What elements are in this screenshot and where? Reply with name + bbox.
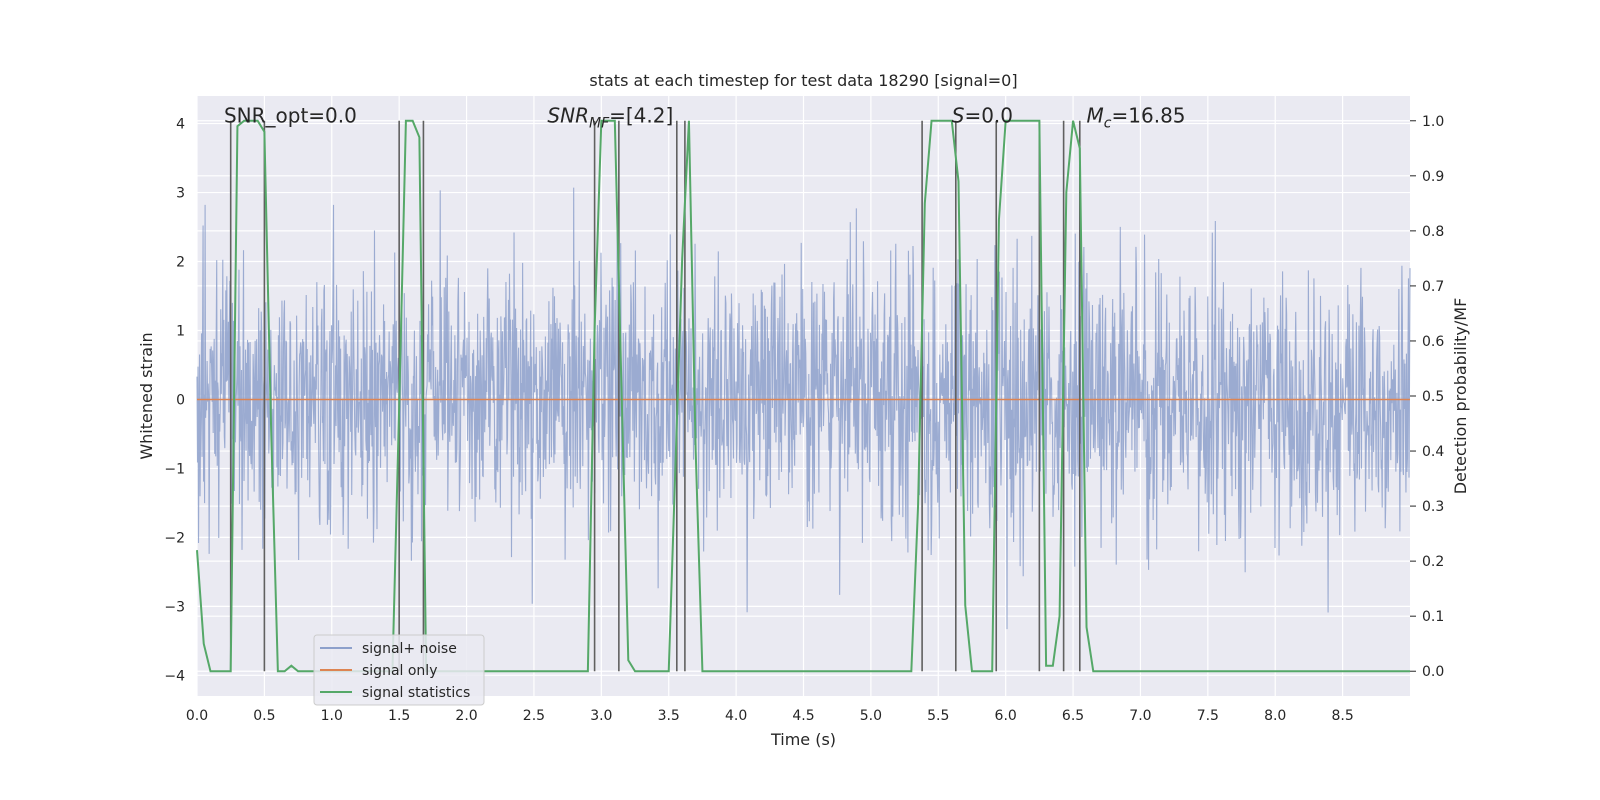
x-tick-label: 6.0: [995, 708, 1017, 724]
legend-entry-signal-plus-noise: signal+ noise: [362, 641, 457, 657]
y2-tick-label: 0.9: [1422, 169, 1444, 185]
y2-tick-label: 0.5: [1422, 389, 1444, 405]
x-tick-label: 6.5: [1062, 708, 1084, 724]
x-tick-label: 0.0: [186, 708, 208, 724]
x-axis-label: Time (s): [770, 730, 836, 749]
annotation-part: c: [1104, 116, 1112, 132]
x-tick-label: 5.5: [927, 708, 949, 724]
annotation-part: =0.0: [964, 104, 1013, 128]
x-tick-label: 7.5: [1197, 708, 1219, 724]
x-tick-label: 7.0: [1129, 708, 1151, 724]
x-tick-label: 4.5: [792, 708, 814, 724]
annotation-part: SNR: [547, 104, 589, 128]
y-tick-label: 0: [176, 392, 185, 408]
x-tick-label: 0.5: [253, 708, 275, 724]
y-tick-label: −3: [164, 599, 185, 615]
series-signal-statistics: [196, 119, 1410, 673]
annotation: Mc=16.85: [1087, 104, 1186, 132]
annotation: SNRMF=[4.2]: [547, 104, 673, 132]
y2-axis-label: Detection probability/MF: [1451, 298, 1470, 495]
y-tick-label: 3: [176, 186, 185, 202]
x-tick-label: 4.0: [725, 708, 747, 724]
annotations: SNR_opt=0.0 SNRMF=[4.2] S=0.0 Mc=16.85: [224, 104, 1186, 132]
x-tick-label: 8.0: [1264, 708, 1286, 724]
legend-entry-signal-statistics: signal statistics: [362, 685, 470, 701]
y2-tick-label: 0.4: [1422, 444, 1444, 460]
annotation-part: =16.85: [1112, 104, 1186, 128]
y2-tick-label: 1.0: [1422, 114, 1444, 130]
x-tick-label: 8.5: [1331, 708, 1353, 724]
legend-entry-signal-only: signal only: [362, 663, 437, 679]
y-tick-label: −2: [164, 530, 185, 546]
legend-box: [313, 634, 485, 706]
x-axis-ticks: 0.0 0.5 1.0 1.5 2.0 2.5 3.0 3.5 4.0 4.5 5.0 5.5 6.0 6…: [186, 708, 1354, 724]
y2-tick-label: 0.1: [1422, 609, 1444, 625]
y-tick-label: 2: [176, 255, 185, 271]
annotation: SNR_opt=0.0: [224, 104, 357, 128]
x-tick-label: 2.0: [455, 708, 477, 724]
y2-tick-label: 0.6: [1422, 334, 1444, 350]
legend: signal+ noise signal only signal statist…: [313, 634, 485, 706]
y-tick-label: −4: [164, 668, 185, 684]
x-tick-label: 5.0: [860, 708, 882, 724]
x-tick-label: 1.0: [321, 708, 343, 724]
chart-title: stats at each timestep for test data 182…: [589, 71, 1017, 90]
x-tick-label: 1.5: [388, 708, 410, 724]
x-tick-label: 2.5: [523, 708, 545, 724]
y2-axis-ticks: 1.0 0.9 0.8 0.7 0.6 0.5 0.4 0.3 0.2 0.1 0.0: [1410, 114, 1444, 680]
y-tick-label: 4: [176, 117, 185, 133]
y2-tick-label: 0.2: [1422, 554, 1444, 570]
annotation-part: MF: [589, 116, 610, 132]
x-tick-label: 3.0: [590, 708, 612, 724]
y2-tick-label: 0.8: [1422, 224, 1444, 240]
statistics-trace: [196, 119, 1410, 673]
annotation-part: S: [952, 104, 965, 128]
y-axis-label: Whitened strain: [137, 332, 156, 459]
y2-tick-label: 0.0: [1422, 664, 1444, 680]
y2-tick-label: 0.3: [1422, 499, 1444, 515]
y-tick-label: −1: [164, 461, 185, 477]
y-axis-ticks: 4 3 2 1 0 −1 −2 −3 −4: [164, 117, 185, 685]
y2-tick-label: 0.7: [1422, 279, 1444, 295]
annotation-part: =[4.2]: [609, 104, 673, 128]
x-tick-label: 3.5: [658, 708, 680, 724]
annotation-part: M: [1087, 104, 1104, 128]
annotation-part: SNR_opt=0.0: [224, 104, 357, 128]
annotation: S=0.0: [952, 104, 1013, 128]
y-tick-label: 1: [176, 323, 185, 339]
